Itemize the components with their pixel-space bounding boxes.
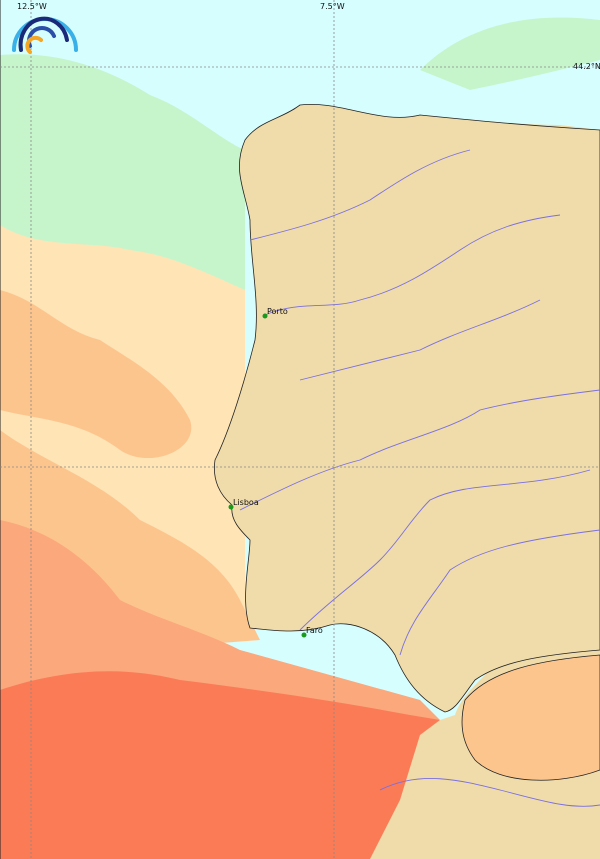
faro-marker (301, 632, 307, 638)
sea-cool-patch (420, 17, 600, 90)
logo-icon (12, 16, 78, 54)
lon-label-right: 7.5°W (320, 2, 345, 11)
lat-label: 44.2°N (573, 62, 600, 71)
city-markers (228, 313, 307, 638)
sea-warm-eddy (0, 290, 192, 459)
rivers (239, 149, 600, 807)
sea-hot-zone (0, 671, 440, 859)
lon-label-left: 12.5°W (17, 2, 47, 11)
lisboa-marker (228, 504, 234, 510)
sea-alboran (461, 654, 600, 781)
porto-marker (262, 313, 268, 319)
city-label-faro: Faro (306, 626, 323, 635)
city-label-lisboa: Lisboa (233, 498, 259, 507)
city-label-porto: Porto (267, 307, 288, 316)
land-iberia (213, 103, 600, 713)
